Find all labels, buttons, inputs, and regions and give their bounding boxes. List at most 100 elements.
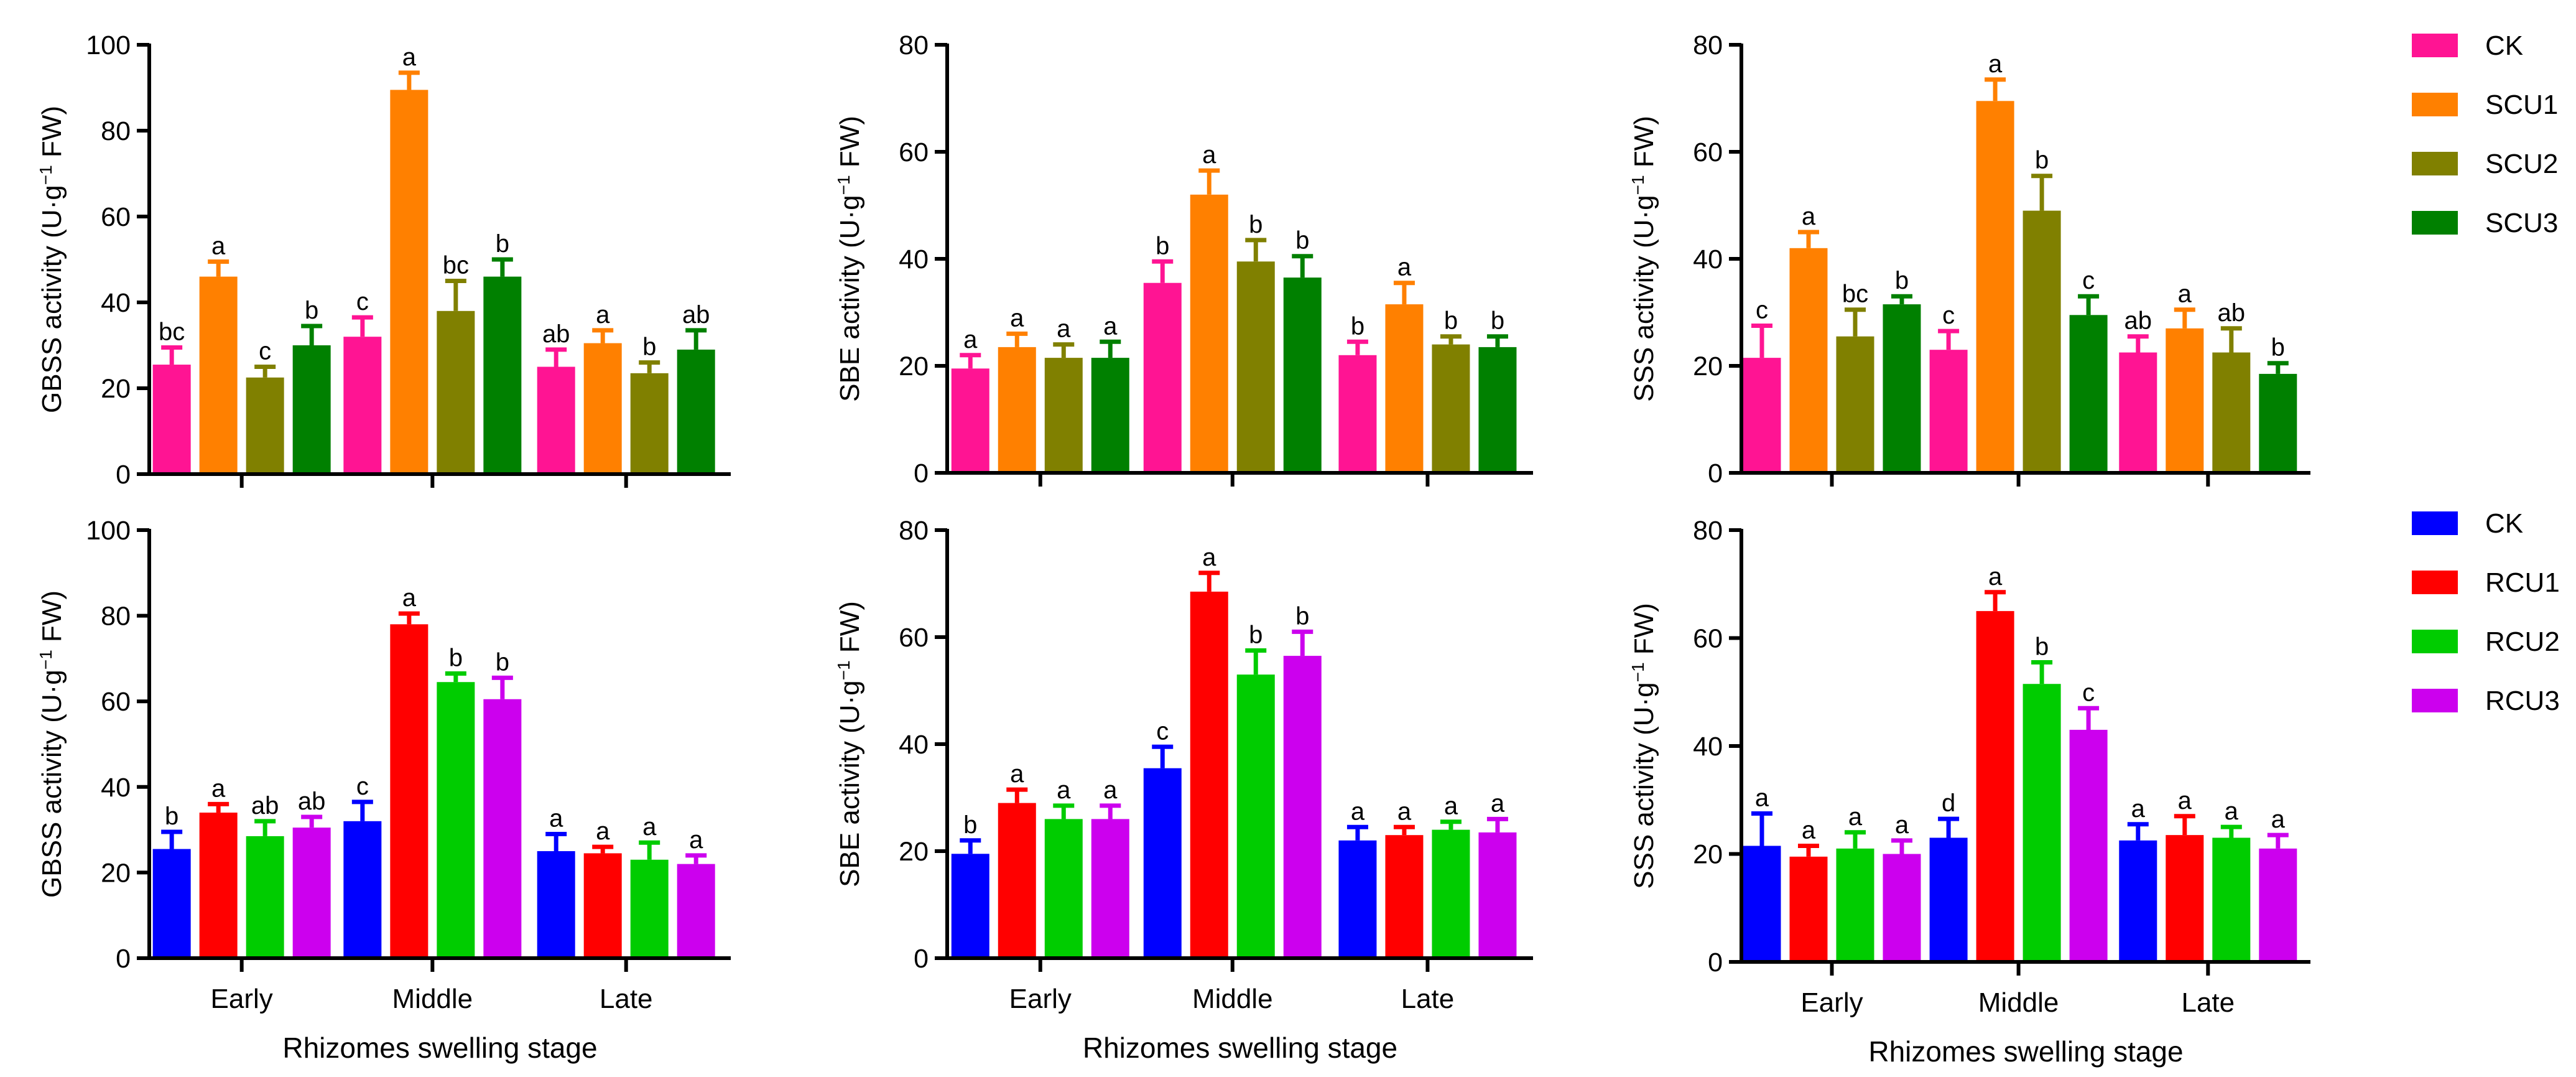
- significance-letter: a: [1802, 816, 1816, 844]
- y-axis-title-sup: −1: [36, 165, 55, 185]
- bar: [390, 624, 429, 958]
- bar: [2069, 729, 2108, 962]
- significance-letter: b: [1444, 307, 1458, 335]
- y-axis-title: SSS activity (U·g−1 FW): [1628, 603, 1660, 889]
- bar: [199, 813, 238, 958]
- y-axis-title-main: SBE activity (U·g: [835, 680, 865, 887]
- significance-letter: a: [1755, 784, 1769, 811]
- bar: [1143, 282, 1182, 473]
- bar: [1836, 336, 1874, 473]
- y-axis-title-main: GBSS activity (U·g: [37, 669, 67, 898]
- legend-swatch: [2412, 34, 2458, 57]
- y-axis-title: SBE activity (U·g−1 FW): [834, 116, 866, 402]
- significance-letter: bc: [1842, 281, 1868, 308]
- significance-letter: ab: [2124, 307, 2152, 335]
- y-tick-label: 40: [101, 773, 131, 803]
- significance-letter: a: [2225, 798, 2239, 825]
- bar: [1385, 304, 1424, 473]
- significance-letter: a: [1351, 798, 1365, 825]
- significance-letter: b: [963, 811, 977, 839]
- significance-letter: ab: [251, 792, 279, 819]
- bar: [1883, 854, 1921, 962]
- legend-label: SCU3: [2485, 208, 2558, 238]
- bar: [1338, 355, 1377, 473]
- x-tick-label: Middle: [392, 984, 473, 1014]
- significance-letter: c: [356, 773, 369, 800]
- bar: [583, 853, 622, 958]
- significance-letter: bc: [159, 318, 185, 345]
- significance-letter: a: [2178, 281, 2192, 308]
- bar: [1338, 840, 1377, 958]
- significance-letter: a: [1491, 790, 1505, 817]
- y-tick-label: 20: [1693, 840, 1723, 870]
- y-axis-title-sup: −1: [834, 660, 853, 680]
- significance-letter: b: [496, 648, 509, 676]
- y-tick-label: 100: [86, 516, 131, 546]
- y-tick-label: 40: [899, 730, 929, 760]
- bar: [343, 337, 382, 474]
- bar: [1929, 837, 1968, 962]
- y-tick-label: 0: [116, 460, 131, 490]
- y-tick-label: 80: [101, 116, 131, 146]
- significance-letter: a: [1802, 203, 1816, 230]
- significance-letter: a: [963, 326, 978, 353]
- bar: [343, 821, 382, 958]
- legend-swatch: [2412, 571, 2458, 594]
- x-tick-label: Late: [2181, 987, 2235, 1018]
- bar: [1976, 101, 2014, 473]
- significance-letter: a: [1444, 793, 1458, 820]
- y-tick-label: 80: [1693, 30, 1723, 60]
- significance-letter: a: [1202, 544, 1216, 571]
- significance-letter: c: [1756, 297, 1768, 324]
- significance-letter: a: [1988, 563, 2003, 590]
- significance-letter: a: [402, 44, 417, 71]
- bar: [1143, 768, 1182, 958]
- bar: [199, 276, 238, 474]
- y-tick-label: 60: [899, 138, 929, 167]
- y-tick-label: 40: [1693, 245, 1723, 274]
- y-tick-label: 40: [1693, 732, 1723, 762]
- bar: [1929, 350, 1968, 473]
- bar: [2212, 352, 2251, 473]
- bar: [1789, 248, 1828, 473]
- y-axis-title-sup: −1: [1628, 662, 1647, 682]
- bar: [1190, 591, 1228, 958]
- bar: [1385, 835, 1424, 958]
- bar: [583, 343, 622, 474]
- significance-letter: b: [2035, 147, 2049, 174]
- significance-letter: a: [1397, 254, 1412, 281]
- y-axis-title-tail: FW): [37, 590, 67, 650]
- significance-letter: a: [689, 826, 703, 854]
- y-tick-label: 60: [101, 687, 131, 717]
- significance-letter: a: [1057, 776, 1071, 804]
- significance-letter: a: [1848, 803, 1863, 831]
- significance-letter: a: [2131, 795, 2146, 823]
- y-axis-title-tail: FW): [835, 116, 865, 175]
- x-axis-title: Rhizomes swelling stage: [1868, 1035, 2183, 1068]
- legend-label: SCU2: [2485, 149, 2558, 179]
- y-tick-label: 40: [101, 288, 131, 318]
- y-tick-label: 40: [899, 245, 929, 274]
- y-axis-title-tail: FW): [1629, 603, 1659, 662]
- bar: [1044, 358, 1083, 473]
- bar: [2166, 328, 2204, 473]
- significance-letter: a: [1010, 304, 1024, 332]
- bar: [1836, 848, 1874, 962]
- significance-letter: b: [1351, 312, 1364, 340]
- significance-letter: ab: [682, 301, 710, 329]
- bar: [537, 366, 575, 474]
- y-tick-label: 100: [86, 30, 131, 60]
- legend-label: CK: [2485, 30, 2523, 61]
- y-axis-title-tail: FW): [37, 106, 67, 165]
- significance-letter: c: [2082, 679, 2095, 706]
- y-axis-title-sup: −1: [834, 175, 853, 195]
- x-tick-label: Late: [600, 984, 653, 1014]
- legend-label: SCU1: [2485, 90, 2558, 120]
- y-tick-label: 60: [101, 202, 131, 232]
- legend-label: CK: [2485, 508, 2523, 539]
- bar: [1283, 656, 1322, 958]
- significance-letter: c: [2082, 267, 2095, 294]
- y-axis-title-sup: −1: [36, 650, 55, 669]
- y-tick-label: 60: [1693, 138, 1723, 167]
